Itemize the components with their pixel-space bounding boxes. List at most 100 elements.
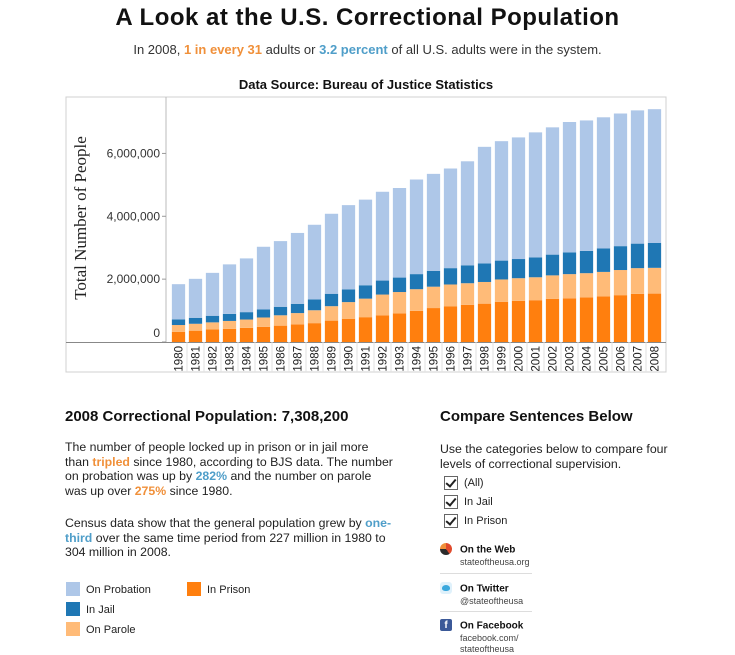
bar-probation-1988[interactable] [307, 224, 322, 300]
bar-jail-1995[interactable] [426, 270, 441, 287]
bar-parole-1993[interactable] [392, 292, 407, 314]
bar-jail-1981[interactable] [188, 317, 203, 324]
bar-parole-1998[interactable] [477, 281, 492, 304]
bar-parole-2007[interactable] [630, 268, 645, 294]
bar-probation-1989[interactable] [324, 213, 339, 294]
bar-jail-1999[interactable] [494, 260, 509, 280]
bar-jail-1998[interactable] [477, 263, 492, 282]
bar-prison-1984[interactable] [239, 327, 254, 342]
bar-probation-1982[interactable] [205, 272, 220, 316]
bar-prison-1989[interactable] [324, 320, 339, 342]
bar-probation-2000[interactable] [511, 137, 526, 260]
bar-jail-2001[interactable] [528, 257, 543, 278]
bar-parole-1994[interactable] [409, 289, 424, 311]
social-web-head-text[interactable]: On the Web [460, 544, 516, 556]
filter-in-jail-checkbox[interactable] [444, 494, 458, 509]
bar-jail-1997[interactable] [460, 265, 475, 284]
bar-parole-1999[interactable] [494, 279, 509, 302]
bar-probation-1995[interactable] [426, 173, 441, 271]
bar-probation-2006[interactable] [613, 113, 628, 247]
filter-in-jail[interactable]: In Jail [444, 492, 507, 511]
bar-prison-1992[interactable] [375, 315, 390, 342]
bar-jail-1991[interactable] [358, 285, 373, 299]
bar-prison-1983[interactable] [222, 328, 237, 342]
bar-probation-1987[interactable] [290, 232, 305, 304]
bar-probation-2007[interactable] [630, 110, 645, 244]
bar-probation-1993[interactable] [392, 188, 407, 278]
bar-parole-1988[interactable] [307, 310, 322, 324]
bar-prison-1994[interactable] [409, 310, 424, 342]
bar-prison-1997[interactable] [460, 304, 475, 342]
bar-parole-1987[interactable] [290, 313, 305, 325]
bar-prison-1995[interactable] [426, 308, 441, 342]
bar-prison-1990[interactable] [341, 318, 356, 342]
bar-probation-1980[interactable] [171, 284, 186, 320]
bar-prison-2004[interactable] [579, 297, 594, 342]
bar-prison-2000[interactable] [511, 300, 526, 342]
bar-jail-2004[interactable] [579, 250, 594, 274]
bar-prison-2008[interactable] [647, 293, 662, 342]
social-twitter-head-text[interactable]: On Twitter [460, 583, 509, 595]
bar-probation-2001[interactable] [528, 132, 543, 258]
bar-parole-1992[interactable] [375, 294, 390, 316]
bar-jail-1983[interactable] [222, 313, 237, 321]
bar-parole-2000[interactable] [511, 278, 526, 301]
social-facebook[interactable]: f On Facebook facebook.com/ stateoftheusa [440, 619, 530, 655]
social-twitter-heading[interactable]: On Twitter [440, 582, 530, 596]
bar-probation-1990[interactable] [341, 205, 356, 290]
bar-prison-1987[interactable] [290, 324, 305, 342]
bar-jail-1994[interactable] [409, 274, 424, 290]
social-twitter-link[interactable]: @stateoftheusa [460, 595, 524, 606]
bar-jail-2000[interactable] [511, 259, 526, 279]
bar-prison-1999[interactable] [494, 301, 509, 342]
bar-probation-1984[interactable] [239, 258, 254, 313]
bar-probation-1985[interactable] [256, 246, 271, 310]
bar-jail-2005[interactable] [596, 248, 611, 272]
bar-parole-1985[interactable] [256, 317, 271, 327]
bar-prison-2003[interactable] [562, 298, 577, 342]
bar-probation-1997[interactable] [460, 161, 475, 266]
bar-jail-2008[interactable] [647, 243, 662, 268]
bar-probation-2003[interactable] [562, 122, 577, 253]
bar-probation-1994[interactable] [409, 179, 424, 275]
filter-all-label[interactable]: (All) [464, 476, 484, 489]
bar-jail-1996[interactable] [443, 268, 458, 285]
bar-prison-1981[interactable] [188, 330, 203, 342]
bar-parole-1980[interactable] [171, 325, 186, 332]
bar-jail-1984[interactable] [239, 312, 254, 320]
social-facebook-head-text[interactable]: On Facebook [460, 620, 524, 632]
bar-probation-1998[interactable] [477, 146, 492, 264]
bar-parole-1982[interactable] [205, 322, 220, 330]
social-facebook-heading[interactable]: f On Facebook [440, 619, 530, 633]
bar-probation-1983[interactable] [222, 264, 237, 314]
bar-prison-2007[interactable] [630, 293, 645, 342]
bar-parole-2005[interactable] [596, 271, 611, 297]
bar-jail-1985[interactable] [256, 309, 271, 318]
social-facebook-link[interactable]: facebook.com/ [460, 632, 519, 643]
bar-parole-2003[interactable] [562, 274, 577, 299]
social-twitter[interactable]: On Twitter @stateoftheusa [440, 582, 530, 607]
filter-in-prison[interactable]: In Prison [444, 511, 507, 530]
social-web-link[interactable]: stateoftheusa.org [460, 556, 530, 567]
bar-parole-1986[interactable] [273, 315, 288, 326]
bar-jail-1986[interactable] [273, 306, 288, 316]
bar-probation-1981[interactable] [188, 278, 203, 318]
bar-parole-1984[interactable] [239, 319, 254, 328]
bar-parole-1995[interactable] [426, 286, 441, 309]
bar-jail-2002[interactable] [545, 254, 560, 276]
bar-prison-2001[interactable] [528, 300, 543, 342]
bar-parole-2008[interactable] [647, 267, 662, 294]
bar-jail-1989[interactable] [324, 293, 339, 307]
bar-jail-1980[interactable] [171, 319, 186, 326]
bar-jail-2006[interactable] [613, 246, 628, 271]
bar-jail-2003[interactable] [562, 252, 577, 275]
filter-all-checkbox[interactable] [444, 475, 458, 490]
bar-probation-1991[interactable] [358, 199, 373, 286]
bar-prison-1986[interactable] [273, 325, 288, 342]
bar-prison-1993[interactable] [392, 313, 407, 342]
bar-probation-1992[interactable] [375, 191, 390, 281]
bar-prison-1991[interactable] [358, 317, 373, 342]
filter-all[interactable]: (All) [444, 473, 507, 492]
bar-prison-1985[interactable] [256, 326, 271, 342]
bar-probation-1996[interactable] [443, 168, 458, 269]
